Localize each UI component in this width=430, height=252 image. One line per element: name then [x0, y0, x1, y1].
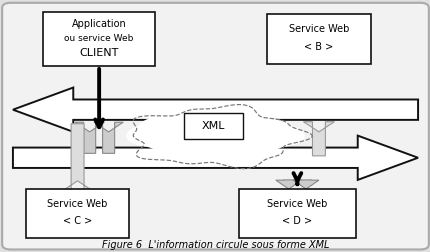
Text: ou service Web: ou service Web	[64, 34, 133, 43]
Text: Service Web: Service Web	[47, 198, 108, 208]
Text: Figure 6  L'information circule sous forme XML: Figure 6 L'information circule sous form…	[101, 239, 329, 249]
Ellipse shape	[165, 106, 232, 141]
Polygon shape	[62, 124, 93, 191]
Text: < C >: < C >	[63, 216, 92, 226]
FancyBboxPatch shape	[26, 189, 129, 238]
Polygon shape	[94, 123, 123, 154]
FancyBboxPatch shape	[43, 13, 155, 67]
Ellipse shape	[126, 125, 173, 147]
FancyBboxPatch shape	[2, 4, 428, 249]
Text: XML: XML	[201, 120, 225, 130]
Polygon shape	[75, 123, 104, 154]
FancyBboxPatch shape	[239, 189, 355, 238]
Text: Service Web: Service Web	[288, 24, 348, 34]
Text: Application: Application	[71, 19, 126, 29]
Text: < B >: < B >	[304, 42, 333, 52]
Text: < D >: < D >	[282, 216, 312, 226]
Polygon shape	[13, 136, 417, 180]
Ellipse shape	[138, 117, 292, 158]
Text: CLIENT: CLIENT	[79, 48, 119, 57]
Polygon shape	[292, 180, 318, 189]
Ellipse shape	[257, 125, 304, 147]
Ellipse shape	[202, 107, 265, 141]
Polygon shape	[13, 88, 417, 132]
Ellipse shape	[237, 119, 294, 148]
Ellipse shape	[136, 116, 200, 146]
Polygon shape	[275, 180, 301, 189]
Polygon shape	[303, 122, 334, 156]
Text: Service Web: Service Web	[267, 198, 327, 208]
FancyBboxPatch shape	[184, 113, 242, 140]
FancyBboxPatch shape	[267, 15, 370, 64]
